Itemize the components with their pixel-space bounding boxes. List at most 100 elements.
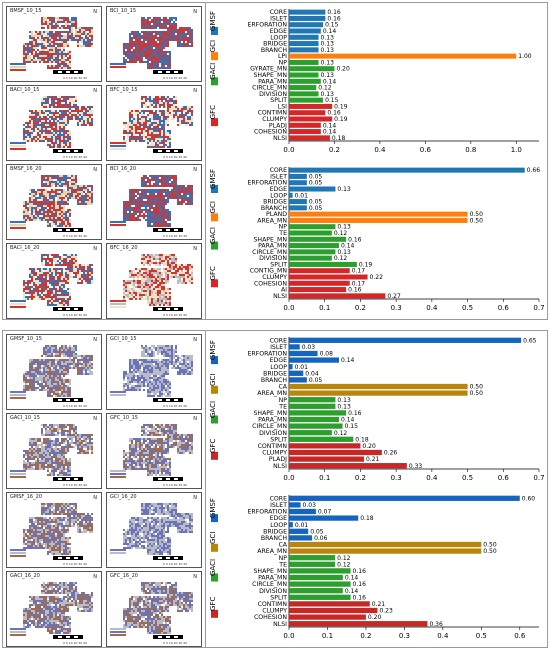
bar-shape-mn xyxy=(289,236,347,242)
north-arrow-icon: N xyxy=(93,337,97,343)
map-bfc-10-15: BFC_10_15 N 0 5 10 20 30 40 xyxy=(106,85,202,161)
group-color-swatch xyxy=(211,52,218,61)
bar-value-label: 0.05 xyxy=(309,205,323,212)
bar-chart-4: 0.0 0.1 0.2 0.3 0.4 0.5 0.6 CORE 0.60 ISLET 0.03 ER… xyxy=(209,495,539,640)
bar-category-label: ISLET xyxy=(270,502,287,509)
bar-branch xyxy=(289,535,313,541)
bar-np xyxy=(289,555,336,561)
bar-erforation xyxy=(289,180,307,186)
bar-category-label: NLSI xyxy=(273,463,287,470)
bar-chart-1: 0.0 0.2 0.4 0.6 0.8 1.0 CORE 0.16 ISLET 0.16 ERFOR… xyxy=(209,9,539,154)
bar-category-label: BRANCH xyxy=(261,205,287,212)
bar-islet xyxy=(289,173,307,179)
group-color-swatch xyxy=(211,213,218,222)
bar-value-label: 0.13 xyxy=(321,47,335,54)
bar-category-label: CORE xyxy=(270,337,287,344)
bar-value-label: 0.17 xyxy=(352,280,366,287)
map-raster xyxy=(23,503,93,555)
group-color-swatch xyxy=(211,77,218,86)
north-arrow-icon: N xyxy=(193,9,197,15)
map-gmsf-16-20: GMSF_16_20 N 0 5 10 20 30 40 xyxy=(6,492,102,568)
bar-bridge xyxy=(289,370,304,376)
map-legend xyxy=(10,300,26,314)
bar-value-label: 0.13 xyxy=(321,91,335,98)
map-raster xyxy=(123,96,193,148)
bar-category-label: NP xyxy=(279,224,288,231)
bar-value-label: 0.16 xyxy=(353,594,367,601)
bar-value-label: 0.22 xyxy=(370,274,384,281)
x-tick-label: 0.1 xyxy=(322,632,333,640)
map-title: GMSF_16_20 xyxy=(10,494,42,500)
bar-value-label: 0.13 xyxy=(321,72,335,79)
scale-label: 0 5 10 20 30 40 xyxy=(163,76,187,80)
scale-bar xyxy=(153,556,183,560)
x-tick-label: 0.0 xyxy=(283,146,294,154)
north-arrow-icon: N xyxy=(93,167,97,173)
bar-lpi xyxy=(289,53,517,59)
group-label: GCI xyxy=(209,532,217,544)
map-title: BCI_10_15 xyxy=(110,8,137,14)
map-bci-10-15: BCI_10_15 N 0 5 10 20 30 40 xyxy=(106,6,202,82)
bar-value-label: 0.14 xyxy=(341,243,355,250)
map-legend xyxy=(110,63,126,77)
map-title: BACI_16_20 xyxy=(10,245,40,251)
map-bmsf-10-15: BMSF_10_15 N 0 5 10 20 30 40 xyxy=(6,6,102,82)
x-tick-label: 0.5 xyxy=(462,304,473,312)
north-arrow-icon: N xyxy=(93,574,97,580)
bar-category-label: SHAPE_MN xyxy=(253,236,287,243)
bar-branch xyxy=(289,377,307,383)
bar-value-label: 0.50 xyxy=(470,211,484,218)
bar-cohesion xyxy=(289,614,366,620)
bar-area-mn xyxy=(289,217,468,223)
bar-category-label: BRIDGE xyxy=(263,199,287,206)
scale-bar xyxy=(153,398,183,402)
bar-category-label: PLAND xyxy=(266,211,287,218)
map-raster xyxy=(123,17,193,69)
bar-core xyxy=(289,337,522,343)
x-tick-label: 0.6 xyxy=(514,632,526,640)
scale-label: 0 5 10 20 30 40 xyxy=(63,76,87,80)
scale-label: 0 5 10 20 30 40 xyxy=(163,313,187,317)
bar-value-label: 0.19 xyxy=(359,261,373,268)
bar-value-label: 0.21 xyxy=(372,601,386,608)
bar-category-label: AI xyxy=(281,287,287,294)
bar-shape-mn xyxy=(289,568,351,574)
scale-label: 0 5 10 20 30 40 xyxy=(63,483,87,487)
bar-value-label: 0.14 xyxy=(341,357,355,364)
bar-value-label: 0.14 xyxy=(323,129,337,136)
bar-category-label: CORE xyxy=(270,9,287,16)
bar-value-label: 0.60 xyxy=(522,495,536,502)
map-legend xyxy=(110,549,126,563)
bar-para-mn xyxy=(289,243,339,249)
bar-category-label: ISLET xyxy=(270,344,287,351)
group-color-swatch xyxy=(211,185,218,193)
bar-category-label: LPI xyxy=(278,53,287,60)
north-arrow-icon: N xyxy=(93,246,97,252)
bar-value-label: 0.08 xyxy=(320,351,334,358)
bar-category-label: CIRCLE_MN xyxy=(252,85,287,92)
map-gci-10-15: GCI_10_15 N 0 5 10 20 30 40 xyxy=(106,334,202,410)
bar-erforation xyxy=(289,508,316,515)
group-label: GFC xyxy=(209,597,217,611)
bar-division xyxy=(289,588,343,594)
bar-split xyxy=(289,436,354,442)
bar-category-label: NLSI xyxy=(273,135,287,142)
bar-split xyxy=(289,261,357,267)
map-title: BMSF_16_20 xyxy=(10,166,42,172)
bar-division xyxy=(289,91,319,97)
bar-value-label: 0.12 xyxy=(334,230,348,237)
map-grid-bottom: GMSF_10_15 N 0 5 10 20 30 40 GCI_10_15 N 0 5 … xyxy=(3,331,206,647)
bar-category-label: ISLET xyxy=(270,173,287,180)
map-raster xyxy=(23,424,93,476)
group-color-swatch xyxy=(211,279,218,288)
scale-label: 0 5 10 20 30 40 xyxy=(63,313,87,317)
x-tick-label: 0.8 xyxy=(465,146,476,154)
bar-circle-mn xyxy=(289,581,351,587)
bar-value-label: 0.19 xyxy=(334,116,348,123)
group-label: GCI xyxy=(209,40,217,52)
scale-label: 0 5 10 20 30 40 xyxy=(63,562,87,566)
bar-para-mn xyxy=(289,574,343,581)
bar-value-label: 0.01 xyxy=(295,364,309,371)
bar-category-label: DIVISION xyxy=(259,588,287,595)
scale-bar xyxy=(153,635,183,639)
